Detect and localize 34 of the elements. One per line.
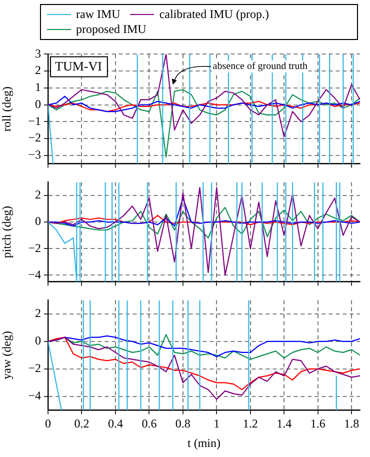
legend-label: proposed IMU: [75, 22, 146, 37]
y-tick-label: 2: [35, 306, 41, 320]
x-tick-label: 0: [45, 416, 51, 431]
x-tick-label: 0.4: [108, 416, 123, 431]
y-tick-label: 2: [35, 63, 41, 78]
y-axis-title: pitch (deg): [0, 206, 14, 258]
y-tick-label: −3: [28, 148, 41, 162]
annotation: TUM-VI: [55, 58, 102, 74]
legend-label: calibrated IMU (prop.): [158, 7, 269, 22]
y-tick-label: −4: [28, 267, 41, 282]
y-tick-label: 3: [35, 46, 41, 60]
x-tick-label: 0.6: [142, 416, 157, 431]
x-tick-label: 1.6: [310, 416, 326, 431]
x-axis-title: t (min): [188, 436, 220, 450]
y-tick-label: −2: [28, 240, 41, 255]
x-tick-label: 1.2: [242, 416, 258, 431]
y-axis-title: roll (deg): [0, 86, 14, 132]
y-tick-label: 0: [35, 334, 41, 348]
y-tick-label: −2: [28, 361, 41, 376]
y-tick-label: −1: [28, 114, 41, 128]
y-axis-title: yaw (deg): [0, 331, 14, 380]
y-tick-label: 1: [35, 80, 41, 94]
y-tick-label: 2: [35, 188, 41, 202]
legend-label: raw IMU: [75, 7, 120, 22]
y-tick-label: −2: [28, 130, 41, 145]
annotation: absence of ground truth: [212, 61, 308, 72]
x-tick-label: 0.2: [74, 416, 90, 431]
x-tick-label: 1.8: [344, 416, 360, 431]
x-tick-label: 1: [214, 416, 220, 431]
x-tick-label: 1.4: [276, 416, 292, 431]
x-tick-label: 0.8: [175, 416, 190, 431]
y-tick-label: 0: [35, 214, 41, 228]
y-tick-label: −4: [28, 388, 41, 403]
y-tick-label: 0: [35, 96, 41, 111]
